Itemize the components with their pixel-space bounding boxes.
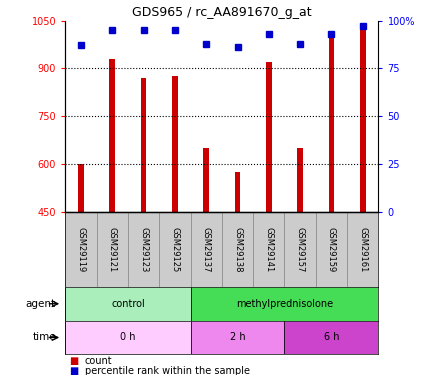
Bar — [128, 212, 159, 287]
Text: count: count — [85, 356, 112, 366]
Text: GSM29121: GSM29121 — [108, 227, 116, 272]
Bar — [78, 164, 83, 212]
Text: GSM29125: GSM29125 — [170, 227, 179, 272]
Text: ■: ■ — [69, 356, 79, 366]
Bar — [284, 212, 315, 287]
Bar — [65, 212, 96, 287]
Bar — [65, 287, 190, 321]
Text: agent: agent — [26, 299, 56, 309]
Text: 2 h: 2 h — [229, 333, 245, 342]
Text: GSM29123: GSM29123 — [139, 226, 148, 272]
Title: GDS965 / rc_AA891670_g_at: GDS965 / rc_AA891670_g_at — [132, 6, 311, 20]
Bar — [96, 212, 128, 287]
Text: ■: ■ — [69, 366, 79, 375]
Bar — [346, 212, 378, 287]
Text: GSM29138: GSM29138 — [233, 226, 241, 272]
Bar — [221, 212, 253, 287]
Text: GSM29141: GSM29141 — [264, 227, 273, 272]
Bar — [190, 212, 221, 287]
Text: percentile rank within the sample: percentile rank within the sample — [85, 366, 249, 375]
Bar — [141, 78, 146, 212]
Text: 0 h: 0 h — [120, 333, 135, 342]
Text: time: time — [32, 333, 56, 342]
Bar — [190, 321, 284, 354]
Bar — [297, 148, 302, 212]
Text: 6 h: 6 h — [323, 333, 339, 342]
Bar — [109, 59, 115, 212]
Bar — [190, 287, 378, 321]
Bar — [253, 212, 284, 287]
Bar — [315, 212, 346, 287]
Bar — [328, 36, 333, 212]
Bar — [65, 321, 190, 354]
Bar — [159, 212, 190, 287]
Text: GSM29157: GSM29157 — [295, 226, 304, 272]
Text: GSM29159: GSM29159 — [326, 227, 335, 272]
Bar — [203, 148, 208, 212]
Bar — [284, 321, 378, 354]
Text: methylprednisolone: methylprednisolone — [235, 299, 332, 309]
Bar — [234, 172, 240, 212]
Bar — [172, 76, 177, 212]
Text: GSM29119: GSM29119 — [76, 227, 85, 272]
Text: control: control — [111, 299, 145, 309]
Bar — [359, 24, 365, 212]
Text: GSM29161: GSM29161 — [358, 226, 366, 272]
Text: GSM29137: GSM29137 — [201, 226, 210, 272]
Bar — [266, 62, 271, 212]
